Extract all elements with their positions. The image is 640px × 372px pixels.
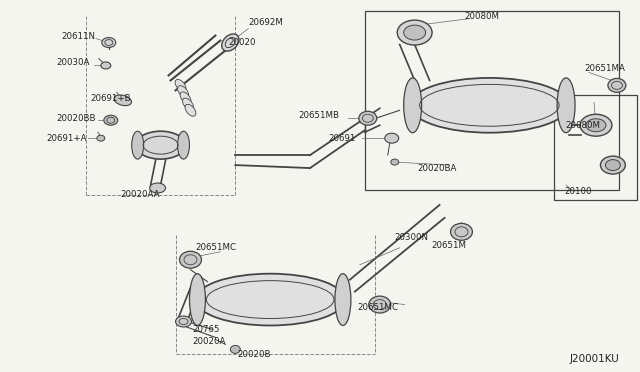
Ellipse shape (182, 98, 193, 110)
Text: 20030A: 20030A (56, 58, 90, 67)
Text: 20020BA: 20020BA (418, 164, 457, 173)
Text: 20020B: 20020B (237, 350, 271, 359)
Text: 20020BB: 20020BB (56, 114, 95, 123)
Ellipse shape (391, 159, 399, 165)
Ellipse shape (557, 78, 575, 133)
Text: 20020: 20020 (228, 38, 256, 47)
Ellipse shape (132, 131, 143, 159)
Text: 20765: 20765 (193, 325, 220, 334)
Ellipse shape (185, 105, 196, 116)
Text: 20692M: 20692M (248, 18, 283, 27)
Text: 20651MC: 20651MC (358, 303, 399, 312)
Ellipse shape (114, 95, 131, 106)
Ellipse shape (605, 160, 620, 170)
Ellipse shape (177, 131, 189, 159)
Ellipse shape (104, 115, 118, 125)
Text: 20300N: 20300N (395, 233, 429, 242)
Text: J20001KU: J20001KU (569, 355, 619, 364)
Text: 20651M: 20651M (431, 241, 467, 250)
Ellipse shape (335, 274, 351, 326)
Ellipse shape (359, 111, 377, 125)
Ellipse shape (410, 78, 569, 133)
Ellipse shape (608, 78, 626, 92)
Text: 20691+B: 20691+B (91, 94, 131, 103)
Ellipse shape (180, 92, 191, 104)
Ellipse shape (175, 80, 186, 91)
Ellipse shape (586, 119, 606, 132)
Ellipse shape (189, 274, 205, 326)
Bar (365, 11, 619, 190)
Text: 20100: 20100 (564, 187, 591, 196)
Ellipse shape (451, 223, 472, 240)
Ellipse shape (175, 316, 191, 327)
Text: 20651MC: 20651MC (195, 243, 236, 252)
Ellipse shape (404, 78, 422, 133)
Ellipse shape (97, 135, 105, 141)
Ellipse shape (404, 25, 426, 40)
Ellipse shape (230, 346, 240, 353)
Ellipse shape (221, 34, 239, 51)
Ellipse shape (180, 251, 202, 268)
Ellipse shape (580, 114, 612, 136)
Text: 20611N: 20611N (61, 32, 95, 41)
Text: 20691+A: 20691+A (46, 134, 86, 143)
Text: 20080M: 20080M (465, 12, 499, 21)
Ellipse shape (136, 131, 186, 159)
Text: 20691: 20691 (328, 134, 355, 143)
Ellipse shape (150, 183, 166, 193)
Text: 20651MB: 20651MB (298, 111, 339, 120)
Ellipse shape (101, 62, 111, 69)
Ellipse shape (102, 38, 116, 48)
Text: 20080M: 20080M (565, 121, 600, 130)
Text: 20651MA: 20651MA (584, 64, 625, 73)
Bar (554, 95, 637, 200)
Ellipse shape (397, 20, 432, 45)
Text: 20020AA: 20020AA (121, 190, 160, 199)
Ellipse shape (195, 274, 345, 326)
Ellipse shape (177, 86, 188, 97)
Ellipse shape (600, 156, 625, 174)
Ellipse shape (369, 296, 391, 313)
Text: 20020A: 20020A (193, 337, 226, 346)
Ellipse shape (385, 133, 399, 143)
